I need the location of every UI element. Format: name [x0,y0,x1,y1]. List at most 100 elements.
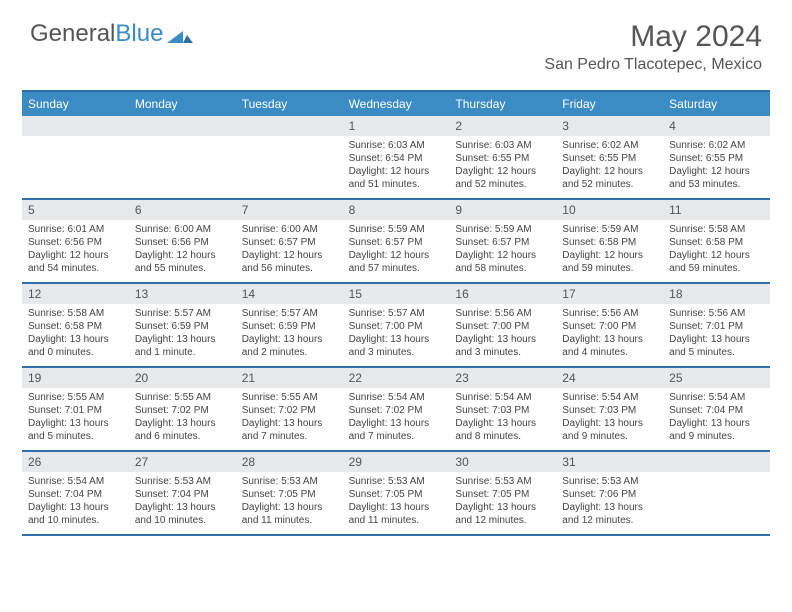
day-details: Sunrise: 5:53 AMSunset: 7:04 PMDaylight:… [129,472,236,531]
day-details: Sunrise: 6:03 AMSunset: 6:55 PMDaylight:… [449,136,556,195]
day-details: Sunrise: 6:01 AMSunset: 6:56 PMDaylight:… [22,220,129,279]
detail-line: and 9 minutes. [562,430,657,443]
detail-line: Daylight: 12 hours [349,165,444,178]
day-details: Sunrise: 5:57 AMSunset: 6:59 PMDaylight:… [129,304,236,363]
detail-line: and 55 minutes. [135,262,230,275]
daynames-row: SundayMondayTuesdayWednesdayThursdayFrid… [22,92,770,116]
detail-line: and 1 minute. [135,346,230,359]
day-number: 28 [236,452,343,472]
detail-line: and 10 minutes. [28,514,123,527]
detail-line: Daylight: 13 hours [28,501,123,514]
detail-line: Sunrise: 5:54 AM [28,475,123,488]
detail-line: Daylight: 13 hours [135,417,230,430]
day-number: 24 [556,368,663,388]
dayname: Monday [129,92,236,116]
detail-line: Daylight: 13 hours [669,333,764,346]
detail-line: Daylight: 12 hours [349,249,444,262]
detail-line: Sunset: 6:58 PM [669,236,764,249]
day-cell: 11Sunrise: 5:58 AMSunset: 6:58 PMDayligh… [663,200,770,282]
detail-line: Daylight: 12 hours [562,165,657,178]
detail-line: Daylight: 12 hours [455,165,550,178]
detail-line: and 5 minutes. [669,346,764,359]
daynum-empty [129,116,236,136]
detail-line: Sunrise: 6:02 AM [562,139,657,152]
detail-line: and 4 minutes. [562,346,657,359]
day-cell: 1Sunrise: 6:03 AMSunset: 6:54 PMDaylight… [343,116,450,198]
day-cell: 17Sunrise: 5:56 AMSunset: 7:00 PMDayligh… [556,284,663,366]
day-number: 29 [343,452,450,472]
detail-line: Daylight: 13 hours [455,333,550,346]
day-details: Sunrise: 5:55 AMSunset: 7:02 PMDaylight:… [236,388,343,447]
week-row: 1Sunrise: 6:03 AMSunset: 6:54 PMDaylight… [22,116,770,200]
day-cell: 28Sunrise: 5:53 AMSunset: 7:05 PMDayligh… [236,452,343,534]
detail-line: Daylight: 13 hours [349,417,444,430]
detail-line: Sunrise: 5:54 AM [349,391,444,404]
daynum-empty [663,452,770,472]
detail-line: and 11 minutes. [349,514,444,527]
detail-line: Sunset: 6:57 PM [455,236,550,249]
detail-line: Daylight: 12 hours [455,249,550,262]
detail-line: Sunrise: 5:58 AM [28,307,123,320]
detail-line: Daylight: 13 hours [135,333,230,346]
detail-line: Sunset: 7:01 PM [669,320,764,333]
day-number: 25 [663,368,770,388]
dayname: Thursday [449,92,556,116]
detail-line: Daylight: 12 hours [242,249,337,262]
detail-line: Sunrise: 5:57 AM [349,307,444,320]
day-cell: 26Sunrise: 5:54 AMSunset: 7:04 PMDayligh… [22,452,129,534]
detail-line: Sunset: 7:04 PM [135,488,230,501]
week-row: 26Sunrise: 5:54 AMSunset: 7:04 PMDayligh… [22,452,770,536]
day-cell [663,452,770,534]
detail-line: Sunset: 6:57 PM [349,236,444,249]
day-details: Sunrise: 5:54 AMSunset: 7:03 PMDaylight:… [556,388,663,447]
detail-line: Sunrise: 5:53 AM [349,475,444,488]
detail-line: Daylight: 12 hours [669,249,764,262]
detail-line: Sunrise: 6:03 AM [349,139,444,152]
day-cell: 4Sunrise: 6:02 AMSunset: 6:55 PMDaylight… [663,116,770,198]
dayname: Saturday [663,92,770,116]
day-details: Sunrise: 5:56 AMSunset: 7:00 PMDaylight:… [449,304,556,363]
day-details: Sunrise: 5:53 AMSunset: 7:06 PMDaylight:… [556,472,663,531]
day-number: 13 [129,284,236,304]
day-details: Sunrise: 5:59 AMSunset: 6:58 PMDaylight:… [556,220,663,279]
detail-line: Daylight: 13 hours [28,417,123,430]
day-cell: 18Sunrise: 5:56 AMSunset: 7:01 PMDayligh… [663,284,770,366]
detail-line: Sunrise: 5:53 AM [135,475,230,488]
day-number: 6 [129,200,236,220]
detail-line: Sunset: 6:55 PM [455,152,550,165]
day-number: 10 [556,200,663,220]
detail-line: Daylight: 13 hours [455,501,550,514]
detail-line: Sunset: 7:01 PM [28,404,123,417]
day-details: Sunrise: 5:53 AMSunset: 7:05 PMDaylight:… [236,472,343,531]
dayname: Friday [556,92,663,116]
day-number: 5 [22,200,129,220]
detail-line: Daylight: 13 hours [135,501,230,514]
dayname: Wednesday [343,92,450,116]
detail-line: and 7 minutes. [242,430,337,443]
detail-line: and 9 minutes. [669,430,764,443]
detail-line: Sunrise: 5:54 AM [562,391,657,404]
detail-line: Sunrise: 6:00 AM [135,223,230,236]
day-details: Sunrise: 6:00 AMSunset: 6:56 PMDaylight:… [129,220,236,279]
logo-text-1: General [30,20,115,48]
detail-line: and 0 minutes. [28,346,123,359]
day-details: Sunrise: 5:58 AMSunset: 6:58 PMDaylight:… [22,304,129,363]
detail-line: Sunset: 6:56 PM [28,236,123,249]
dayname: Tuesday [236,92,343,116]
day-cell: 12Sunrise: 5:58 AMSunset: 6:58 PMDayligh… [22,284,129,366]
daynum-empty [22,116,129,136]
detail-line: Daylight: 13 hours [349,333,444,346]
detail-line: and 12 minutes. [562,514,657,527]
detail-line: Daylight: 13 hours [562,501,657,514]
detail-line: Daylight: 12 hours [28,249,123,262]
day-number: 20 [129,368,236,388]
detail-line: Daylight: 13 hours [242,333,337,346]
detail-line: Sunrise: 6:01 AM [28,223,123,236]
detail-line: Sunrise: 6:03 AM [455,139,550,152]
detail-line: and 52 minutes. [455,178,550,191]
detail-line: Sunrise: 5:59 AM [455,223,550,236]
detail-line: Daylight: 13 hours [242,417,337,430]
week-row: 12Sunrise: 5:58 AMSunset: 6:58 PMDayligh… [22,284,770,368]
day-details: Sunrise: 5:54 AMSunset: 7:02 PMDaylight:… [343,388,450,447]
detail-line: Sunset: 6:55 PM [562,152,657,165]
